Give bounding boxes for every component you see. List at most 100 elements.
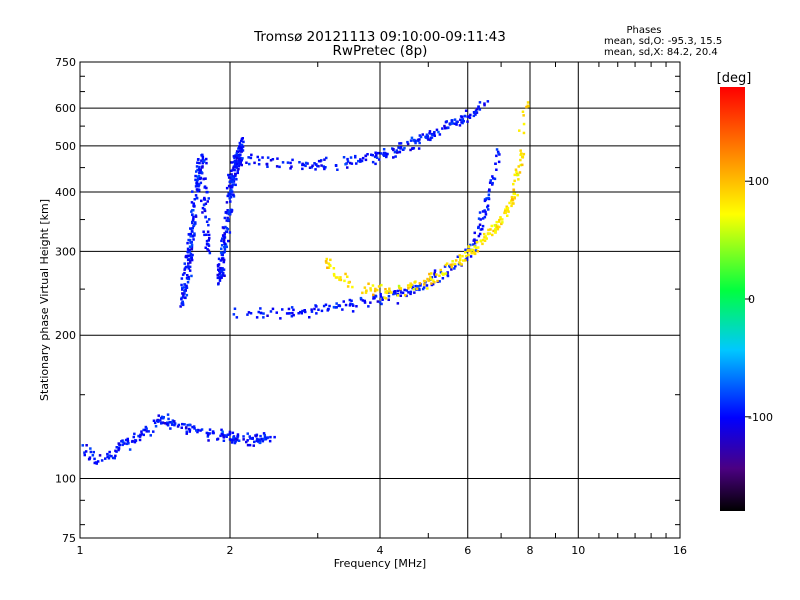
data-point-O: [363, 301, 367, 304]
data-point-O: [308, 316, 311, 319]
plot-area: 1 2 4 6 8 10 16 75 100 200 300 400 500 600 750: [55, 56, 687, 557]
data-point-X: [510, 199, 513, 202]
data-point-X: [520, 152, 523, 155]
data-point-O: [186, 423, 189, 427]
data-point-O: [291, 158, 294, 162]
data-point-X: [522, 114, 525, 117]
data-point-O: [198, 165, 201, 169]
data-point-O: [410, 136, 414, 140]
data-point-O: [477, 105, 480, 108]
data-point-O: [281, 161, 285, 164]
data-point-O: [370, 153, 373, 156]
data-point-O: [189, 235, 192, 238]
data-point-O: [229, 200, 232, 203]
data-point-X: [409, 285, 412, 289]
data-point-O: [177, 423, 181, 427]
data-point-X: [384, 297, 388, 300]
data-point-O: [201, 161, 204, 165]
data-point-O: [203, 196, 206, 200]
data-point-O: [487, 196, 490, 200]
data-point-O: [113, 456, 116, 460]
data-point-O: [208, 251, 212, 255]
data-point-O: [192, 202, 195, 205]
data-point-O: [181, 300, 184, 304]
data-point-X: [512, 182, 515, 186]
data-point-X: [521, 110, 525, 113]
data-point-O: [478, 232, 482, 236]
data-point-O: [334, 164, 338, 167]
data-point-X: [474, 246, 478, 250]
data-point-O: [180, 283, 183, 287]
data-point-O: [152, 419, 156, 422]
data-point-X: [428, 272, 431, 276]
data-point-O: [275, 311, 278, 314]
legend-title: Phases: [626, 25, 661, 36]
data-point-O: [246, 313, 249, 316]
data-point-O: [114, 449, 117, 453]
data-point-O: [418, 287, 421, 291]
data-point-X: [462, 259, 465, 262]
data-point-O: [428, 130, 432, 133]
data-point-O: [322, 304, 326, 308]
data-point-O: [399, 291, 403, 294]
data-point-X: [367, 282, 370, 285]
data-point-O: [259, 311, 263, 315]
data-point-O: [419, 135, 423, 139]
data-point-O: [221, 251, 224, 255]
data-point-O: [348, 304, 352, 307]
data-point-O: [133, 440, 137, 444]
data-point-O: [377, 158, 381, 161]
data-point-O: [173, 422, 177, 425]
data-point-O: [409, 148, 412, 152]
data-point-O: [325, 156, 328, 160]
data-point-O: [205, 431, 209, 435]
data-point-O: [418, 141, 421, 145]
data-point-O: [207, 439, 210, 442]
data-point-X: [327, 266, 331, 269]
data-point-X: [514, 168, 518, 171]
data-point-X: [483, 239, 487, 242]
data-point-X: [386, 290, 389, 293]
data-point-O: [380, 152, 383, 155]
data-point-O: [433, 134, 436, 137]
data-point-X: [494, 231, 497, 234]
data-point-O: [237, 439, 241, 442]
data-point-O: [190, 243, 194, 247]
data-point-O: [230, 188, 233, 192]
data-point-O: [232, 183, 236, 186]
data-point-O: [231, 180, 235, 183]
data-point-O: [398, 150, 402, 154]
data-point-O: [439, 271, 443, 274]
data-point-O: [205, 233, 208, 236]
data-point-O: [234, 160, 237, 164]
data-point-O: [481, 217, 485, 220]
data-point-O: [460, 118, 464, 121]
data-point-O: [257, 439, 260, 442]
data-point-O: [198, 168, 201, 171]
data-point-O: [455, 123, 458, 126]
data-point-O: [437, 130, 440, 134]
data-point-O: [223, 242, 227, 245]
data-point-O: [287, 307, 291, 311]
data-point-O: [188, 238, 192, 242]
data-point-X: [423, 280, 427, 283]
data-point-O: [222, 238, 226, 241]
colorbar-tick-label: 0: [748, 293, 755, 306]
data-point-O: [181, 292, 184, 295]
data-point-O: [236, 169, 239, 172]
data-point-O: [225, 186, 229, 190]
data-point-O: [483, 103, 486, 107]
data-point-O: [266, 156, 270, 159]
data-point-X: [364, 291, 368, 294]
data-point-O: [194, 185, 198, 188]
data-point-X: [506, 214, 509, 217]
data-point-X: [443, 272, 446, 276]
data-point-O: [328, 304, 331, 308]
data-point-O: [385, 154, 388, 158]
data-point-O: [220, 276, 223, 279]
data-point-O: [411, 147, 414, 150]
data-point-O: [372, 297, 375, 300]
x-tick-label: 16: [673, 544, 687, 557]
data-point-O: [406, 140, 409, 144]
data-point-O: [478, 108, 482, 111]
